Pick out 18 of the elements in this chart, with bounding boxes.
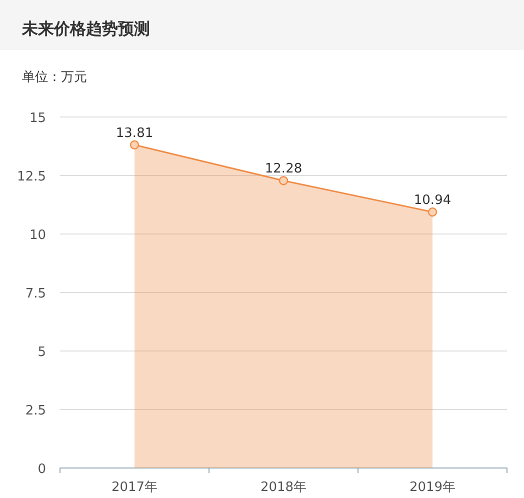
y-tick-label: 10 (29, 228, 46, 243)
y-tick-label: 12.5 (17, 170, 46, 184)
data-label: 10.94 (414, 193, 452, 208)
point (130, 140, 140, 150)
y-tick-label: 2.5 (25, 404, 46, 418)
data-label: 12.28 (264, 162, 302, 177)
y-tick-label: 5 (38, 345, 46, 360)
x-tick-label: 2018年 (260, 480, 307, 495)
x-tick-label: 2019年 (409, 480, 456, 495)
point (278, 176, 288, 186)
x-tick-label: 2017年 (111, 480, 158, 495)
title: 未来价格趋势预测 (22, 19, 150, 38)
y-tick-label: 0 (38, 462, 46, 477)
y-tick-label: 7.5 (25, 286, 46, 302)
subtitle: 单位：万元 (22, 70, 87, 85)
data-label: 13.81 (116, 126, 154, 141)
y-tick-label: 15 (29, 111, 46, 126)
point (428, 207, 438, 217)
